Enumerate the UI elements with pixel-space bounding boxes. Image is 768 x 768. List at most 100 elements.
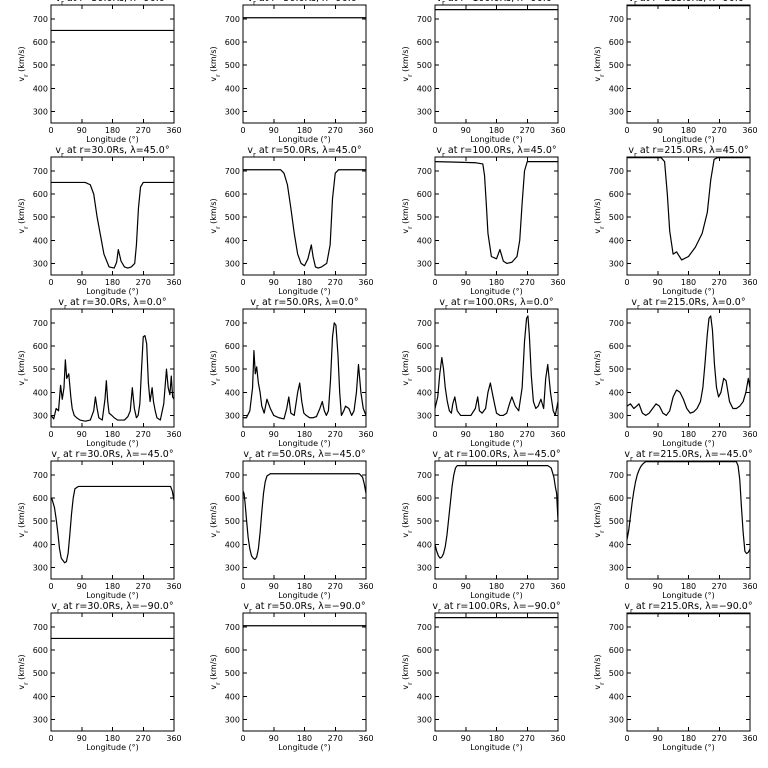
y-axis-label: vr (km/s) bbox=[209, 502, 222, 537]
y-tick-label: 400 bbox=[609, 692, 624, 701]
x-tick-label: 90 bbox=[461, 430, 471, 439]
x-tick-label: 270 bbox=[328, 734, 343, 743]
x-tick-label: 180 bbox=[297, 734, 312, 743]
panel-title: vr at r=50.0Rs, λ=−45.0° bbox=[243, 449, 365, 463]
y-axis-label: vr (km/s) bbox=[401, 654, 414, 689]
panel-title: vr at r=30.0Rs, λ=45.0° bbox=[55, 145, 169, 159]
y-tick-label: 700 bbox=[225, 471, 240, 480]
y-tick-label: 300 bbox=[609, 563, 624, 572]
plot-frame bbox=[626, 612, 751, 732]
y-tick-label: 600 bbox=[225, 646, 240, 655]
y-tick-label: 300 bbox=[33, 259, 48, 268]
x-tick-label: 360 bbox=[742, 734, 757, 743]
panel-title: vr at r=100.0Rs, λ=−90.0° bbox=[432, 601, 560, 615]
x-tick-label: 0 bbox=[624, 734, 629, 743]
x-tick-label: 360 bbox=[742, 430, 757, 439]
x-tick-label: 0 bbox=[240, 430, 245, 439]
x-tick-label: 270 bbox=[328, 582, 343, 591]
y-tick-label: 300 bbox=[33, 411, 48, 420]
x-tick-label: 270 bbox=[328, 430, 343, 439]
plot-frame bbox=[50, 460, 175, 580]
y-tick-label: 600 bbox=[609, 38, 624, 47]
y-tick-label: 500 bbox=[33, 61, 48, 70]
y-tick-label: 600 bbox=[609, 190, 624, 199]
plot-frame bbox=[626, 156, 751, 276]
y-tick-label: 300 bbox=[225, 715, 240, 724]
panel-8: vr at r=30.0Rs, λ=0.0° 0 90 180 270 360 300 400… bbox=[17, 297, 182, 448]
x-tick-label: 90 bbox=[269, 126, 279, 135]
y-tick-label: 400 bbox=[417, 692, 432, 701]
x-axis-label: Longitude (°) bbox=[278, 591, 331, 600]
y-tick-label: 500 bbox=[609, 61, 624, 70]
panel-13: vr at r=50.0Rs, λ=−45.0° 0 90 180 270 360 300 4… bbox=[209, 449, 374, 600]
x-tick-label: 90 bbox=[77, 430, 87, 439]
y-tick-label: 500 bbox=[225, 213, 240, 222]
x-tick-label: 270 bbox=[712, 582, 727, 591]
x-axis-label: Longitude (°) bbox=[470, 439, 523, 448]
x-tick-label: 360 bbox=[550, 582, 565, 591]
x-tick-label: 360 bbox=[166, 278, 181, 287]
x-tick-label: 90 bbox=[77, 278, 87, 287]
y-axis-label: vr (km/s) bbox=[209, 350, 222, 385]
series-line-0 bbox=[626, 315, 751, 417]
x-tick-label: 180 bbox=[681, 278, 696, 287]
y-tick-label: 700 bbox=[417, 623, 432, 632]
y-tick-label: 400 bbox=[225, 84, 240, 93]
y-tick-label: 500 bbox=[417, 61, 432, 70]
series-line-0 bbox=[434, 315, 559, 417]
x-tick-label: 360 bbox=[166, 734, 181, 743]
x-tick-label: 360 bbox=[166, 126, 181, 135]
x-axis-label: Longitude (°) bbox=[86, 591, 139, 600]
y-tick-label: 500 bbox=[417, 669, 432, 678]
x-tick-label: 0 bbox=[624, 126, 629, 135]
y-tick-label: 300 bbox=[225, 563, 240, 572]
x-axis-label: Longitude (°) bbox=[662, 439, 715, 448]
panel-1: vr at r=50.0Rs, λ=90.0° 0 90 180 270 360 300 40… bbox=[209, 0, 374, 144]
y-tick-label: 300 bbox=[417, 259, 432, 268]
x-tick-label: 90 bbox=[269, 734, 279, 743]
y-tick-label: 700 bbox=[225, 623, 240, 632]
x-tick-label: 180 bbox=[105, 734, 120, 743]
y-tick-label: 500 bbox=[225, 61, 240, 70]
plot-frame bbox=[242, 612, 367, 732]
series-line-0 bbox=[242, 473, 367, 560]
y-tick-label: 400 bbox=[609, 388, 624, 397]
y-tick-label: 700 bbox=[225, 15, 240, 24]
x-tick-label: 90 bbox=[653, 278, 663, 287]
y-tick-label: 400 bbox=[609, 540, 624, 549]
x-tick-label: 90 bbox=[269, 582, 279, 591]
panel-0: vr at r=30.0Rs, λ=90.0° 0 90 180 270 360 300 40… bbox=[17, 0, 182, 144]
y-tick-label: 500 bbox=[609, 517, 624, 526]
panel-title: vr at r=30.0Rs, λ=−90.0° bbox=[51, 601, 173, 615]
x-tick-label: 270 bbox=[136, 278, 151, 287]
y-axis-label: vr (km/s) bbox=[593, 46, 606, 81]
panel-11: vr at r=215.0Rs, λ=0.0° 0 90 180 270 360 300 40… bbox=[593, 297, 758, 448]
panel-title: vr at r=100.0Rs, λ=−45.0° bbox=[432, 449, 560, 463]
x-axis-label: Longitude (°) bbox=[278, 287, 331, 296]
y-tick-label: 300 bbox=[609, 715, 624, 724]
plot-frame bbox=[434, 612, 559, 732]
y-tick-label: 700 bbox=[417, 319, 432, 328]
y-tick-label: 600 bbox=[33, 38, 48, 47]
x-tick-label: 0 bbox=[48, 734, 53, 743]
x-tick-label: 270 bbox=[520, 278, 535, 287]
x-tick-label: 90 bbox=[461, 582, 471, 591]
panel-5: vr at r=50.0Rs, λ=45.0° 0 90 180 270 360 300 40… bbox=[209, 145, 374, 296]
x-tick-label: 360 bbox=[358, 430, 373, 439]
y-axis-label: vr (km/s) bbox=[401, 46, 414, 81]
y-tick-label: 600 bbox=[33, 646, 48, 655]
panel-17: vr at r=50.0Rs, λ=−90.0° 0 90 180 270 360 300 4… bbox=[209, 601, 374, 752]
x-tick-label: 0 bbox=[240, 278, 245, 287]
x-tick-label: 360 bbox=[358, 582, 373, 591]
series-line-0 bbox=[627, 157, 750, 261]
y-tick-label: 600 bbox=[609, 342, 624, 351]
y-axis-label: vr (km/s) bbox=[593, 654, 606, 689]
y-tick-label: 600 bbox=[225, 38, 240, 47]
y-tick-label: 500 bbox=[33, 365, 48, 374]
y-tick-label: 500 bbox=[225, 669, 240, 678]
x-axis-label: Longitude (°) bbox=[86, 287, 139, 296]
y-tick-label: 500 bbox=[609, 213, 624, 222]
panel-title: vr at r=215.0Rs, λ=0.0° bbox=[631, 297, 745, 311]
y-tick-label: 300 bbox=[33, 715, 48, 724]
y-tick-label: 300 bbox=[417, 107, 432, 116]
